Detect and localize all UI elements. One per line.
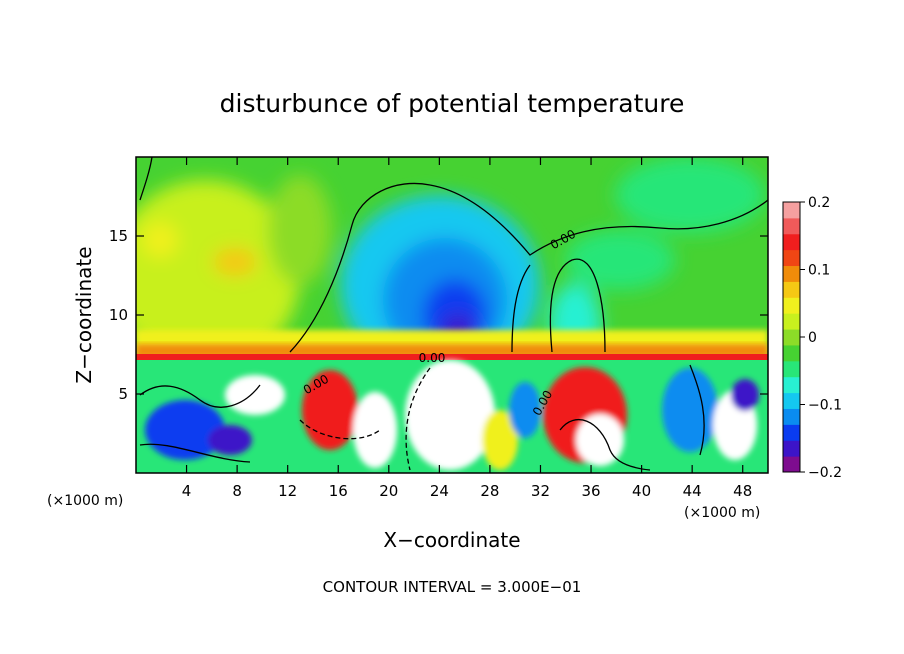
contour-lines (139, 157, 768, 471)
lower-red-left (302, 370, 358, 450)
contour-line-zero-inner (511, 264, 531, 353)
warm-region-left (136, 180, 300, 370)
lower-white-mid (405, 360, 495, 470)
colorbar-segment (783, 329, 800, 346)
colorbar-segment (783, 456, 800, 473)
y-axis-title: Z−coordinate (72, 246, 96, 383)
lower-white-mid-left (353, 392, 397, 468)
x-tick-label: 32 (531, 482, 550, 500)
y-tick-label: 10 (109, 306, 128, 324)
colorbar-segment (783, 297, 800, 314)
contour-line-lower-6 (299, 419, 381, 440)
x-tick-label: 12 (278, 482, 297, 500)
contour-line-zero-left (139, 157, 153, 201)
colorbar-segment (783, 424, 800, 441)
colorbar-segment (783, 392, 800, 409)
cool-region-right-top (615, 157, 765, 233)
colorbar-segment (783, 249, 800, 267)
x-tick-label: 40 (632, 482, 651, 500)
warm-region-mid (268, 175, 332, 285)
colorbar-tick-label: 0.2 (808, 195, 830, 211)
colorbar-segment (783, 202, 800, 219)
colorbar-segment (783, 281, 800, 298)
boundary-line (136, 354, 768, 360)
contour-line-lower-2 (139, 443, 251, 463)
chart-title: disturbunce of potential temperature (220, 89, 685, 118)
x-tick-label: 48 (733, 482, 752, 500)
contour-line-zero-column (549, 258, 606, 353)
contour-line-lower-5 (689, 364, 705, 456)
x-tick-label: 24 (430, 482, 449, 500)
colorbar-segment (783, 313, 800, 330)
y-axis: 5 10 15 (109, 227, 768, 403)
colorbar-tick-label: −0.1 (808, 398, 842, 414)
contour-line-lower-1 (139, 384, 261, 408)
colorbar-segment (783, 376, 800, 394)
x-unit-label-left: (×1000 m) (47, 493, 123, 509)
x-tick-label: 4 (182, 482, 192, 500)
x-tick-label: 20 (379, 482, 398, 500)
contour-line-lower-3 (405, 367, 431, 471)
colorbar-segment (783, 265, 800, 282)
colorbar: 0.2 0.1 0 −0.1 −0.2 (782, 195, 842, 481)
colorbar-segment (783, 440, 800, 457)
x-tick-label: 44 (683, 482, 702, 500)
lower-blue-mid (509, 382, 541, 438)
colorbar-segment (783, 360, 800, 378)
lower-white-left (225, 375, 285, 415)
x-tick-label: 28 (480, 482, 499, 500)
colorbar-tick-label: 0 (808, 330, 817, 346)
colorbar-tick-label: −0.2 (808, 465, 842, 481)
contour-label: 0.00 (419, 351, 446, 365)
contour-line-zero-core (289, 182, 768, 353)
x-tick-label: 36 (581, 482, 600, 500)
x-axis: 4 8 12 16 20 24 28 32 36 40 44 48 (182, 157, 752, 500)
colorbar-segment (783, 217, 800, 235)
warm-patch-left-2 (142, 222, 178, 258)
cool-region-right (565, 230, 675, 290)
lower-blue-left (145, 400, 225, 460)
contour-line-lower-4 (559, 419, 651, 471)
warm-patch-left (213, 248, 257, 276)
lower-purple-right (731, 379, 759, 411)
y-tick-label: 15 (109, 227, 128, 245)
colorbar-tick-label: 0.1 (808, 263, 830, 279)
lower-blue-right (662, 368, 718, 452)
colorbar-segment (783, 233, 800, 251)
heatmap-field: 0.00 0.00 0.00 0.00 (136, 157, 768, 473)
y-tick-label: 5 (118, 385, 128, 403)
colorbar-segment (783, 344, 800, 362)
lower-yellow-mid (482, 410, 518, 470)
lower-purple-left (208, 425, 252, 455)
colorbar-segment (783, 408, 800, 425)
x-tick-label: 8 (232, 482, 242, 500)
x-unit-label-right: (×1000 m) (684, 505, 760, 521)
x-tick-label: 16 (329, 482, 348, 500)
x-axis-title: X−coordinate (383, 528, 520, 552)
contour-interval-note: CONTOUR INTERVAL = 3.000E−01 (323, 578, 582, 596)
